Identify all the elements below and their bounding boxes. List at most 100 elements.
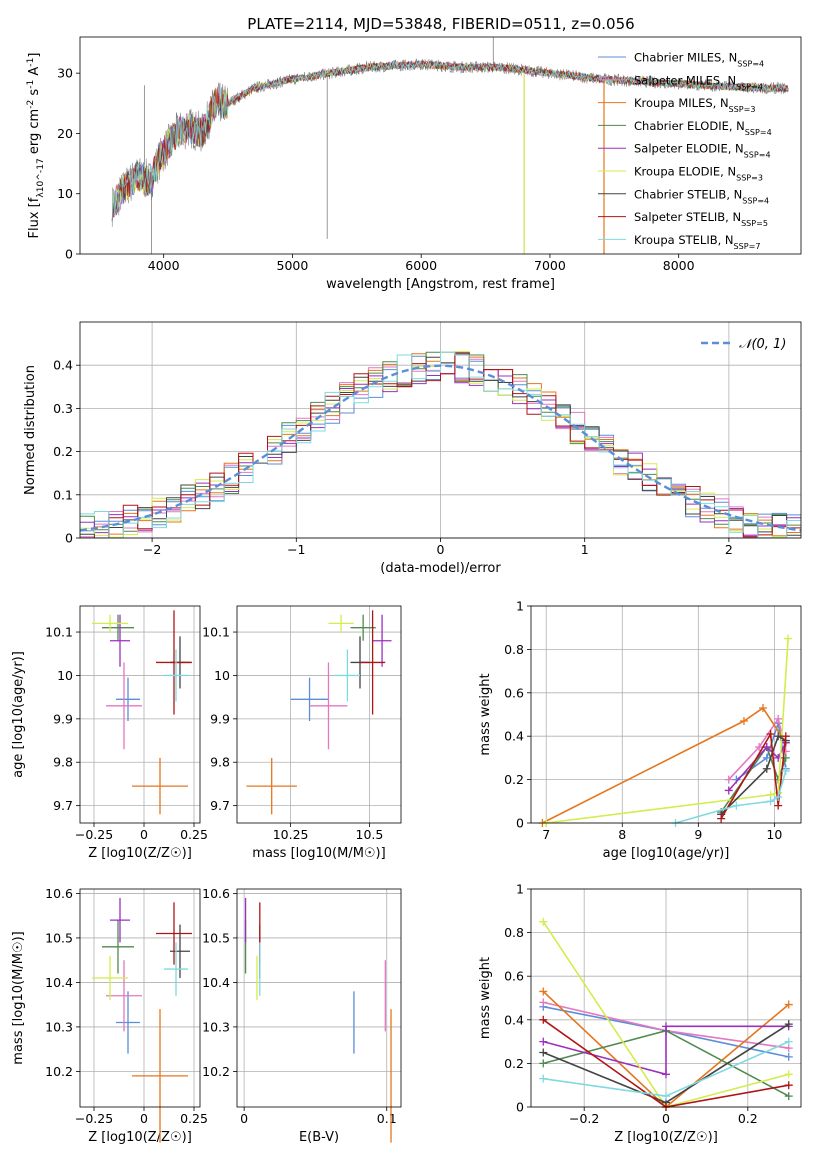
data-point [116, 677, 140, 722]
y-axis-label: age [log10(age/yr)] [11, 651, 26, 778]
legend-label: 𝒩(0, 1) [739, 337, 786, 352]
y-axis-label: mass weight [478, 673, 493, 755]
weight-marker [784, 1070, 793, 1079]
x-tick-label: 0.25 [180, 1111, 208, 1126]
data-point [309, 662, 348, 750]
data-point [110, 614, 130, 667]
ticks: 7 8 9 10 0 0.2 0.4 0.6 0.8 1 [504, 599, 782, 843]
x-tick-label: 1 [581, 542, 589, 557]
grid [80, 606, 200, 823]
data-point [164, 649, 188, 702]
legend-label: Chabrier MILES, NSSP=4 [634, 51, 764, 69]
y-tick-label: 10.1 [202, 625, 230, 640]
x-tick-label: 0.25 [180, 827, 208, 842]
x-tick-label: 0.1 [377, 1111, 397, 1126]
plot-frame [236, 888, 402, 1108]
y-tick-label: 10 [57, 668, 73, 683]
y-tick-label: 20 [57, 126, 73, 141]
x-tick-label: 0 [140, 1111, 148, 1126]
weight-series [671, 766, 790, 827]
data-point [164, 942, 188, 996]
data-point [106, 960, 142, 1032]
weight-marker [539, 1015, 548, 1024]
weight-marker [758, 703, 767, 712]
weight-marker [784, 1037, 793, 1046]
plot-frame [79, 321, 802, 539]
y-tick-label: 0.1 [53, 487, 73, 502]
histogram-step [80, 353, 801, 538]
weight-series [539, 1022, 793, 1079]
x-tick-label: 0 [240, 1111, 248, 1126]
weight-marker [662, 1092, 670, 1101]
weight-marker [539, 1048, 548, 1057]
x-tick-label: −1 [287, 542, 305, 557]
y-tick-label: 10.5 [202, 930, 230, 945]
x-axis-label: Z [log10(Z/Z☉)] [88, 1130, 192, 1145]
weight-marker [774, 714, 783, 723]
x-tick-label: 7 [542, 827, 550, 842]
mass-vs-metallicity-panel: −0.25 0 0.25 10.2 10.3 10.4 10.5 10.6 Z [log10(Z… [11, 886, 208, 1145]
residuals-panel: −2 −1 0 1 2 0 0.1 0.2 0.3 0.4 (data-model)/error No… [23, 321, 802, 576]
y-tick-label: 0.4 [504, 1012, 524, 1027]
x-axis-label: wavelength [Angstrom, rest frame] [326, 277, 555, 292]
weight-marker [762, 743, 771, 752]
ticks: −2 −1 0 1 2 0 0.1 0.2 0.3 0.4 [53, 358, 733, 557]
legend-label: Chabrier ELODIE, NSSP=4 [634, 119, 772, 137]
ticks: 10.25 10.5 9.7 9.8 9.9 10 10.1 [202, 625, 383, 842]
weight-marker [539, 917, 548, 926]
data-point [116, 991, 140, 1054]
grid [80, 889, 200, 1107]
plot-frame [530, 888, 802, 1108]
ticks: −0.25 0 0.25 10.2 10.3 10.4 10.5 10.6 [45, 886, 208, 1126]
weight-marker [774, 792, 783, 801]
data-point [156, 610, 192, 715]
weight-marker [784, 1020, 793, 1029]
y-tick-label: 10 [214, 668, 230, 683]
x-axis-label: Z [log10(Z/Z☉)] [614, 1130, 718, 1145]
x-tick-label: 2 [725, 542, 733, 557]
y-tick-label: 10.5 [45, 930, 73, 945]
x-tick-label: 6000 [405, 258, 437, 273]
weight-marker [762, 753, 771, 762]
weight-marker [774, 732, 783, 741]
x-tick-label: −2 [143, 542, 161, 557]
data-point [110, 897, 130, 943]
y-tick-label: 10 [57, 186, 73, 201]
weight-marker [662, 1070, 670, 1079]
histograms [80, 351, 801, 538]
spectrum-panel: 4000 5000 6000 7000 8000 0 10 20 30 wavelength [A… [26, 36, 802, 292]
data-point [360, 610, 386, 715]
histogram-step [80, 351, 801, 538]
y-tick-label: 9.8 [210, 755, 230, 770]
y-axis-label: Normed distribution [23, 365, 38, 495]
weight-marker [784, 1052, 793, 1061]
weight-marker [784, 1092, 793, 1101]
y-tick-label: 10.6 [45, 886, 73, 901]
x-tick-label: 0 [437, 542, 445, 557]
grid [237, 606, 401, 823]
grid [531, 605, 801, 824]
x-tick-label: 10.25 [273, 827, 309, 842]
data-point [132, 757, 188, 815]
weight-line [542, 706, 787, 824]
x-axis-label: (data-model)/error [380, 561, 501, 576]
y-tick-label: 9.9 [53, 711, 73, 726]
y-tick-label: 10.1 [45, 625, 73, 640]
weight-vs-age-panel: 7 8 9 10 0 0.2 0.4 0.6 0.8 1 age [log10(age/yr)] ma… [478, 599, 802, 861]
data-point [156, 902, 192, 965]
age-vs-metallicity-panel: −0.25 0 0.25 9.7 9.8 9.9 10 10.1 Z [log10(Z/Z☉)]… [11, 605, 208, 861]
model-spectrum [111, 60, 789, 222]
data-point [334, 649, 360, 702]
weight-marker [732, 801, 741, 810]
data-point [92, 614, 128, 633]
legend-label: Chabrier STELIB, NSSP=4 [634, 187, 769, 205]
y-tick-label: 0.8 [504, 642, 524, 657]
y-tick-label: 0.2 [504, 1056, 524, 1071]
weight-marker [724, 786, 733, 795]
data-point [92, 955, 128, 1001]
weight-series [539, 1037, 793, 1101]
x-tick-label: 10 [766, 827, 782, 842]
data-point [170, 924, 190, 978]
ticks: −0.25 0 0.25 9.7 9.8 9.9 10 10.1 [45, 625, 208, 842]
weight-marker [766, 730, 775, 739]
